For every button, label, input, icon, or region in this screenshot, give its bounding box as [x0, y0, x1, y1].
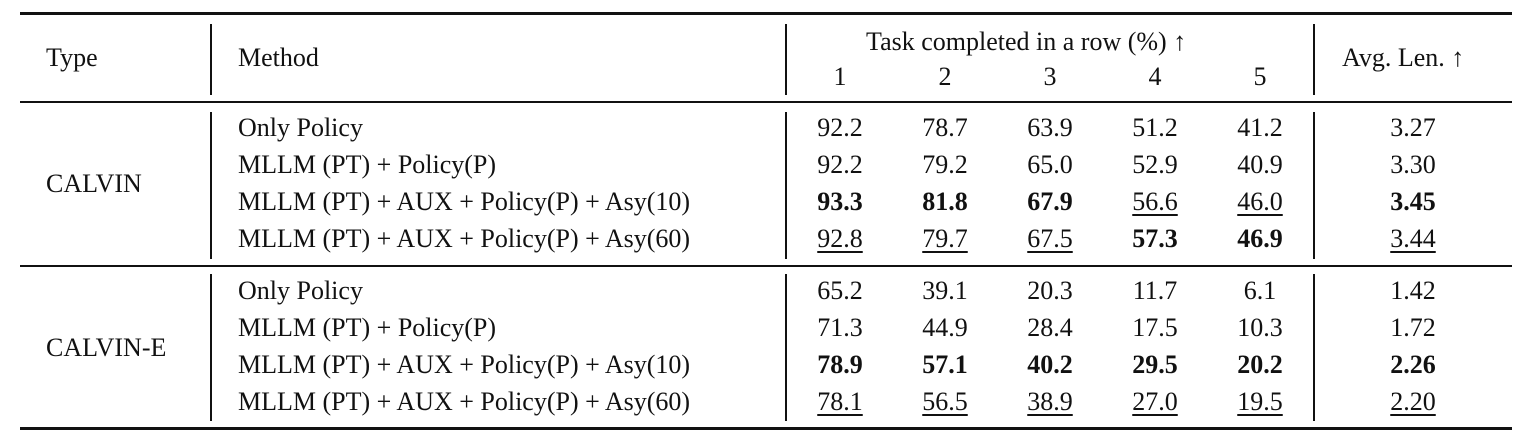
value-cell: 11.7	[1132, 276, 1178, 305]
underlined-value: 79.7	[922, 224, 968, 253]
value-cell: 65.0	[1027, 150, 1073, 179]
value-cell: 40.9	[1237, 150, 1283, 179]
avg-cell: 3.45	[1390, 187, 1436, 216]
underlined-value: 67.5	[1027, 224, 1073, 253]
group1-sep-type	[210, 112, 212, 259]
method-cell: MLLM (PT) + AUX + Policy(P) + Asy(10)	[238, 350, 691, 379]
header-col-4: 4	[1148, 62, 1162, 91]
value-cell: 57.1	[922, 350, 968, 379]
group1-sep-method	[785, 112, 787, 259]
value-cell: 29.5	[1132, 350, 1178, 379]
header-task-group: Task completed in a row (%) ↑	[866, 27, 1187, 56]
avg-cell: 3.30	[1390, 150, 1436, 179]
underlined-value: 2.20	[1390, 387, 1436, 416]
value-cell: 92.8	[795, 224, 885, 254]
method-cell: Only Policy	[238, 276, 363, 305]
value-cell: 78.9	[817, 350, 863, 379]
value-cell: 67.9	[1027, 187, 1073, 216]
method-cell: MLLM (PT) + AUX + Policy(P) + Asy(10)	[238, 187, 691, 216]
method-cell: MLLM (PT) + Policy(P)	[238, 150, 497, 179]
value-cell: 57.3	[1132, 224, 1178, 253]
group1-sep-avg	[1313, 112, 1315, 259]
underlined-value: 46.0	[1237, 187, 1283, 216]
group-rule	[20, 265, 1512, 267]
header-sep-avg	[1313, 24, 1315, 95]
value-cell: 79.7	[900, 224, 990, 254]
underlined-value: 19.5	[1237, 387, 1283, 416]
header-col-2: 2	[938, 62, 952, 91]
avg-cell: 3.27	[1390, 113, 1436, 142]
value-cell: 92.2	[817, 113, 863, 142]
header-type: Type	[46, 43, 98, 72]
method-cell: Only Policy	[238, 113, 363, 142]
value-cell: 10.3	[1237, 313, 1283, 342]
value-cell: 52.9	[1132, 150, 1178, 179]
value-cell: 92.2	[817, 150, 863, 179]
method-cell: MLLM (PT) + AUX + Policy(P) + Asy(60)	[238, 387, 691, 416]
value-cell: 19.5	[1215, 387, 1305, 417]
value-cell: 27.0	[1110, 387, 1200, 417]
underlined-value: 3.44	[1390, 224, 1436, 253]
value-cell: 41.2	[1237, 113, 1283, 142]
header-avg-len: Avg. Len. ↑	[1342, 43, 1465, 72]
avg-cell: 2.26	[1390, 350, 1436, 379]
header-col-5: 5	[1253, 62, 1267, 91]
value-cell: 56.6	[1110, 187, 1200, 217]
underlined-value: 27.0	[1132, 387, 1178, 416]
header-col-1: 1	[833, 62, 847, 91]
value-cell: 65.2	[817, 276, 863, 305]
value-cell: 56.5	[900, 387, 990, 417]
header-sep-type	[210, 24, 212, 95]
group-type-calvin-e: CALVIN-E	[46, 333, 167, 362]
group2-sep-avg	[1313, 274, 1315, 421]
group2-sep-type	[210, 274, 212, 421]
underlined-value: 56.5	[922, 387, 968, 416]
group-type-calvin: CALVIN	[46, 169, 142, 198]
top-rule	[20, 12, 1512, 15]
underlined-value: 78.1	[817, 387, 863, 416]
value-cell: 44.9	[922, 313, 968, 342]
avg-cell: 3.44	[1343, 224, 1483, 254]
underlined-value: 38.9	[1027, 387, 1073, 416]
value-cell: 40.2	[1027, 350, 1073, 379]
group2-sep-method	[785, 274, 787, 421]
header-col-3: 3	[1043, 62, 1057, 91]
bottom-rule	[20, 427, 1512, 430]
value-cell: 6.1	[1243, 276, 1277, 305]
avg-cell: 1.42	[1390, 276, 1436, 305]
value-cell: 39.1	[922, 276, 968, 305]
value-cell: 93.3	[817, 187, 863, 216]
value-cell: 46.9	[1237, 224, 1283, 253]
header-sep-method	[785, 24, 787, 95]
value-cell: 46.0	[1215, 187, 1305, 217]
value-cell: 79.2	[922, 150, 968, 179]
value-cell: 81.8	[922, 187, 968, 216]
value-cell: 17.5	[1132, 313, 1178, 342]
value-cell: 63.9	[1027, 113, 1073, 142]
value-cell: 78.1	[795, 387, 885, 417]
value-cell: 38.9	[1005, 387, 1095, 417]
value-cell: 20.2	[1237, 350, 1283, 379]
method-cell: MLLM (PT) + AUX + Policy(P) + Asy(60)	[238, 224, 691, 253]
value-cell: 78.7	[922, 113, 968, 142]
header-method: Method	[238, 43, 319, 72]
header-rule	[20, 101, 1512, 103]
value-cell: 51.2	[1132, 113, 1178, 142]
value-cell: 28.4	[1027, 313, 1073, 342]
value-cell: 67.5	[1005, 224, 1095, 254]
avg-cell: 2.20	[1343, 387, 1483, 417]
underlined-value: 56.6	[1132, 187, 1178, 216]
underlined-value: 92.8	[817, 224, 863, 253]
method-cell: MLLM (PT) + Policy(P)	[238, 313, 497, 342]
avg-cell: 1.72	[1390, 313, 1436, 342]
value-cell: 20.3	[1027, 276, 1073, 305]
value-cell: 71.3	[817, 313, 863, 342]
